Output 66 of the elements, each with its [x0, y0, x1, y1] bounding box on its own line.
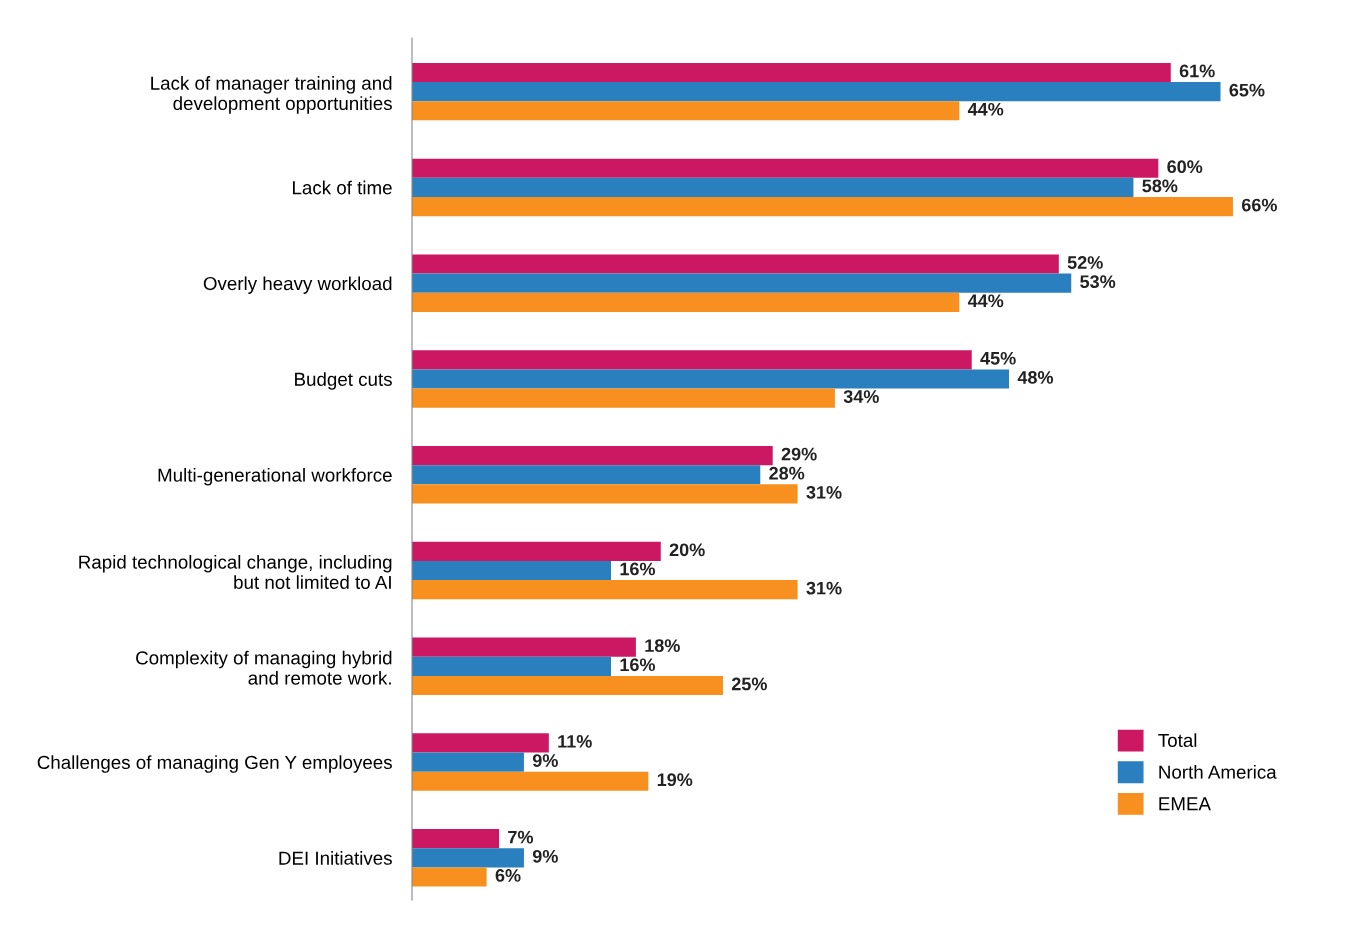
data-label: 45% — [980, 351, 1016, 365]
y-tick-label: Challenges of managing Gen Y employees — [37, 755, 392, 773]
y-tick-label: DEI Initiatives — [279, 851, 392, 865]
bar — [412, 656, 612, 676]
bar — [412, 465, 761, 485]
bar — [412, 62, 1171, 83]
bar — [412, 273, 1072, 293]
data-label: 16% — [620, 658, 656, 672]
bar — [412, 829, 500, 849]
data-label: 18% — [645, 639, 680, 652]
bar — [412, 350, 972, 370]
bar — [412, 733, 549, 753]
bar — [412, 484, 798, 504]
data-label: 53% — [1080, 275, 1116, 289]
data-label: 31% — [806, 581, 842, 595]
bar — [412, 637, 636, 657]
bar — [412, 580, 798, 600]
data-label: 29% — [781, 447, 817, 461]
y-tick-label: Lack of time — [293, 180, 392, 195]
data-label: 16% — [620, 562, 656, 576]
y-tick-label: Budget cuts — [295, 372, 392, 390]
y-tick-label: Lack of manager training and development opportunities — [151, 76, 392, 114]
y-tick-label: Complexity of managing hybrid and remote work. — [136, 650, 392, 685]
data-label: 25% — [731, 677, 767, 691]
legend-label: EMEA — [1159, 797, 1211, 811]
bar — [412, 82, 1221, 102]
data-label: 9% — [532, 849, 558, 863]
bar — [412, 867, 487, 887]
data-label: 58% — [1142, 179, 1178, 193]
bar — [412, 369, 1010, 389]
bar — [412, 292, 960, 312]
bar — [412, 101, 960, 121]
y-tick-label: Multi-generational workforce — [158, 467, 392, 486]
data-label: 6% — [495, 869, 521, 882]
bar — [412, 752, 524, 772]
data-label: 20% — [669, 543, 705, 557]
y-tick-label: Overly heavy workload — [203, 276, 392, 294]
data-label: 7% — [508, 830, 534, 844]
data-label: 34% — [843, 390, 879, 403]
bar — [412, 254, 1059, 274]
data-label: 44% — [967, 294, 1004, 308]
data-label: 31% — [806, 485, 842, 499]
data-label: 11% — [558, 735, 592, 748]
data-label: 9% — [532, 754, 558, 767]
bar — [412, 158, 1159, 178]
data-label: 48% — [1017, 371, 1054, 384]
data-label: 66% — [1241, 198, 1277, 212]
bar — [412, 675, 723, 696]
data-label: 44% — [967, 102, 1004, 116]
bar — [412, 196, 1233, 217]
data-label: 65% — [1229, 83, 1265, 97]
bar — [412, 177, 1134, 197]
bar — [412, 388, 835, 408]
data-label: 52% — [1067, 256, 1103, 269]
data-label: 60% — [1167, 160, 1203, 174]
bar — [412, 848, 524, 868]
data-label: 19% — [657, 773, 693, 787]
data-label: 61% — [1179, 64, 1215, 78]
y-tick-label: Rapid technological change, including but not limited to AI — [79, 554, 392, 589]
data-label: 28% — [769, 466, 805, 480]
legend-label: North America — [1159, 764, 1277, 779]
legend-label: Total — [1158, 733, 1197, 748]
bar — [412, 541, 661, 561]
bar — [412, 560, 612, 581]
bar — [412, 446, 773, 466]
bar — [412, 771, 649, 791]
